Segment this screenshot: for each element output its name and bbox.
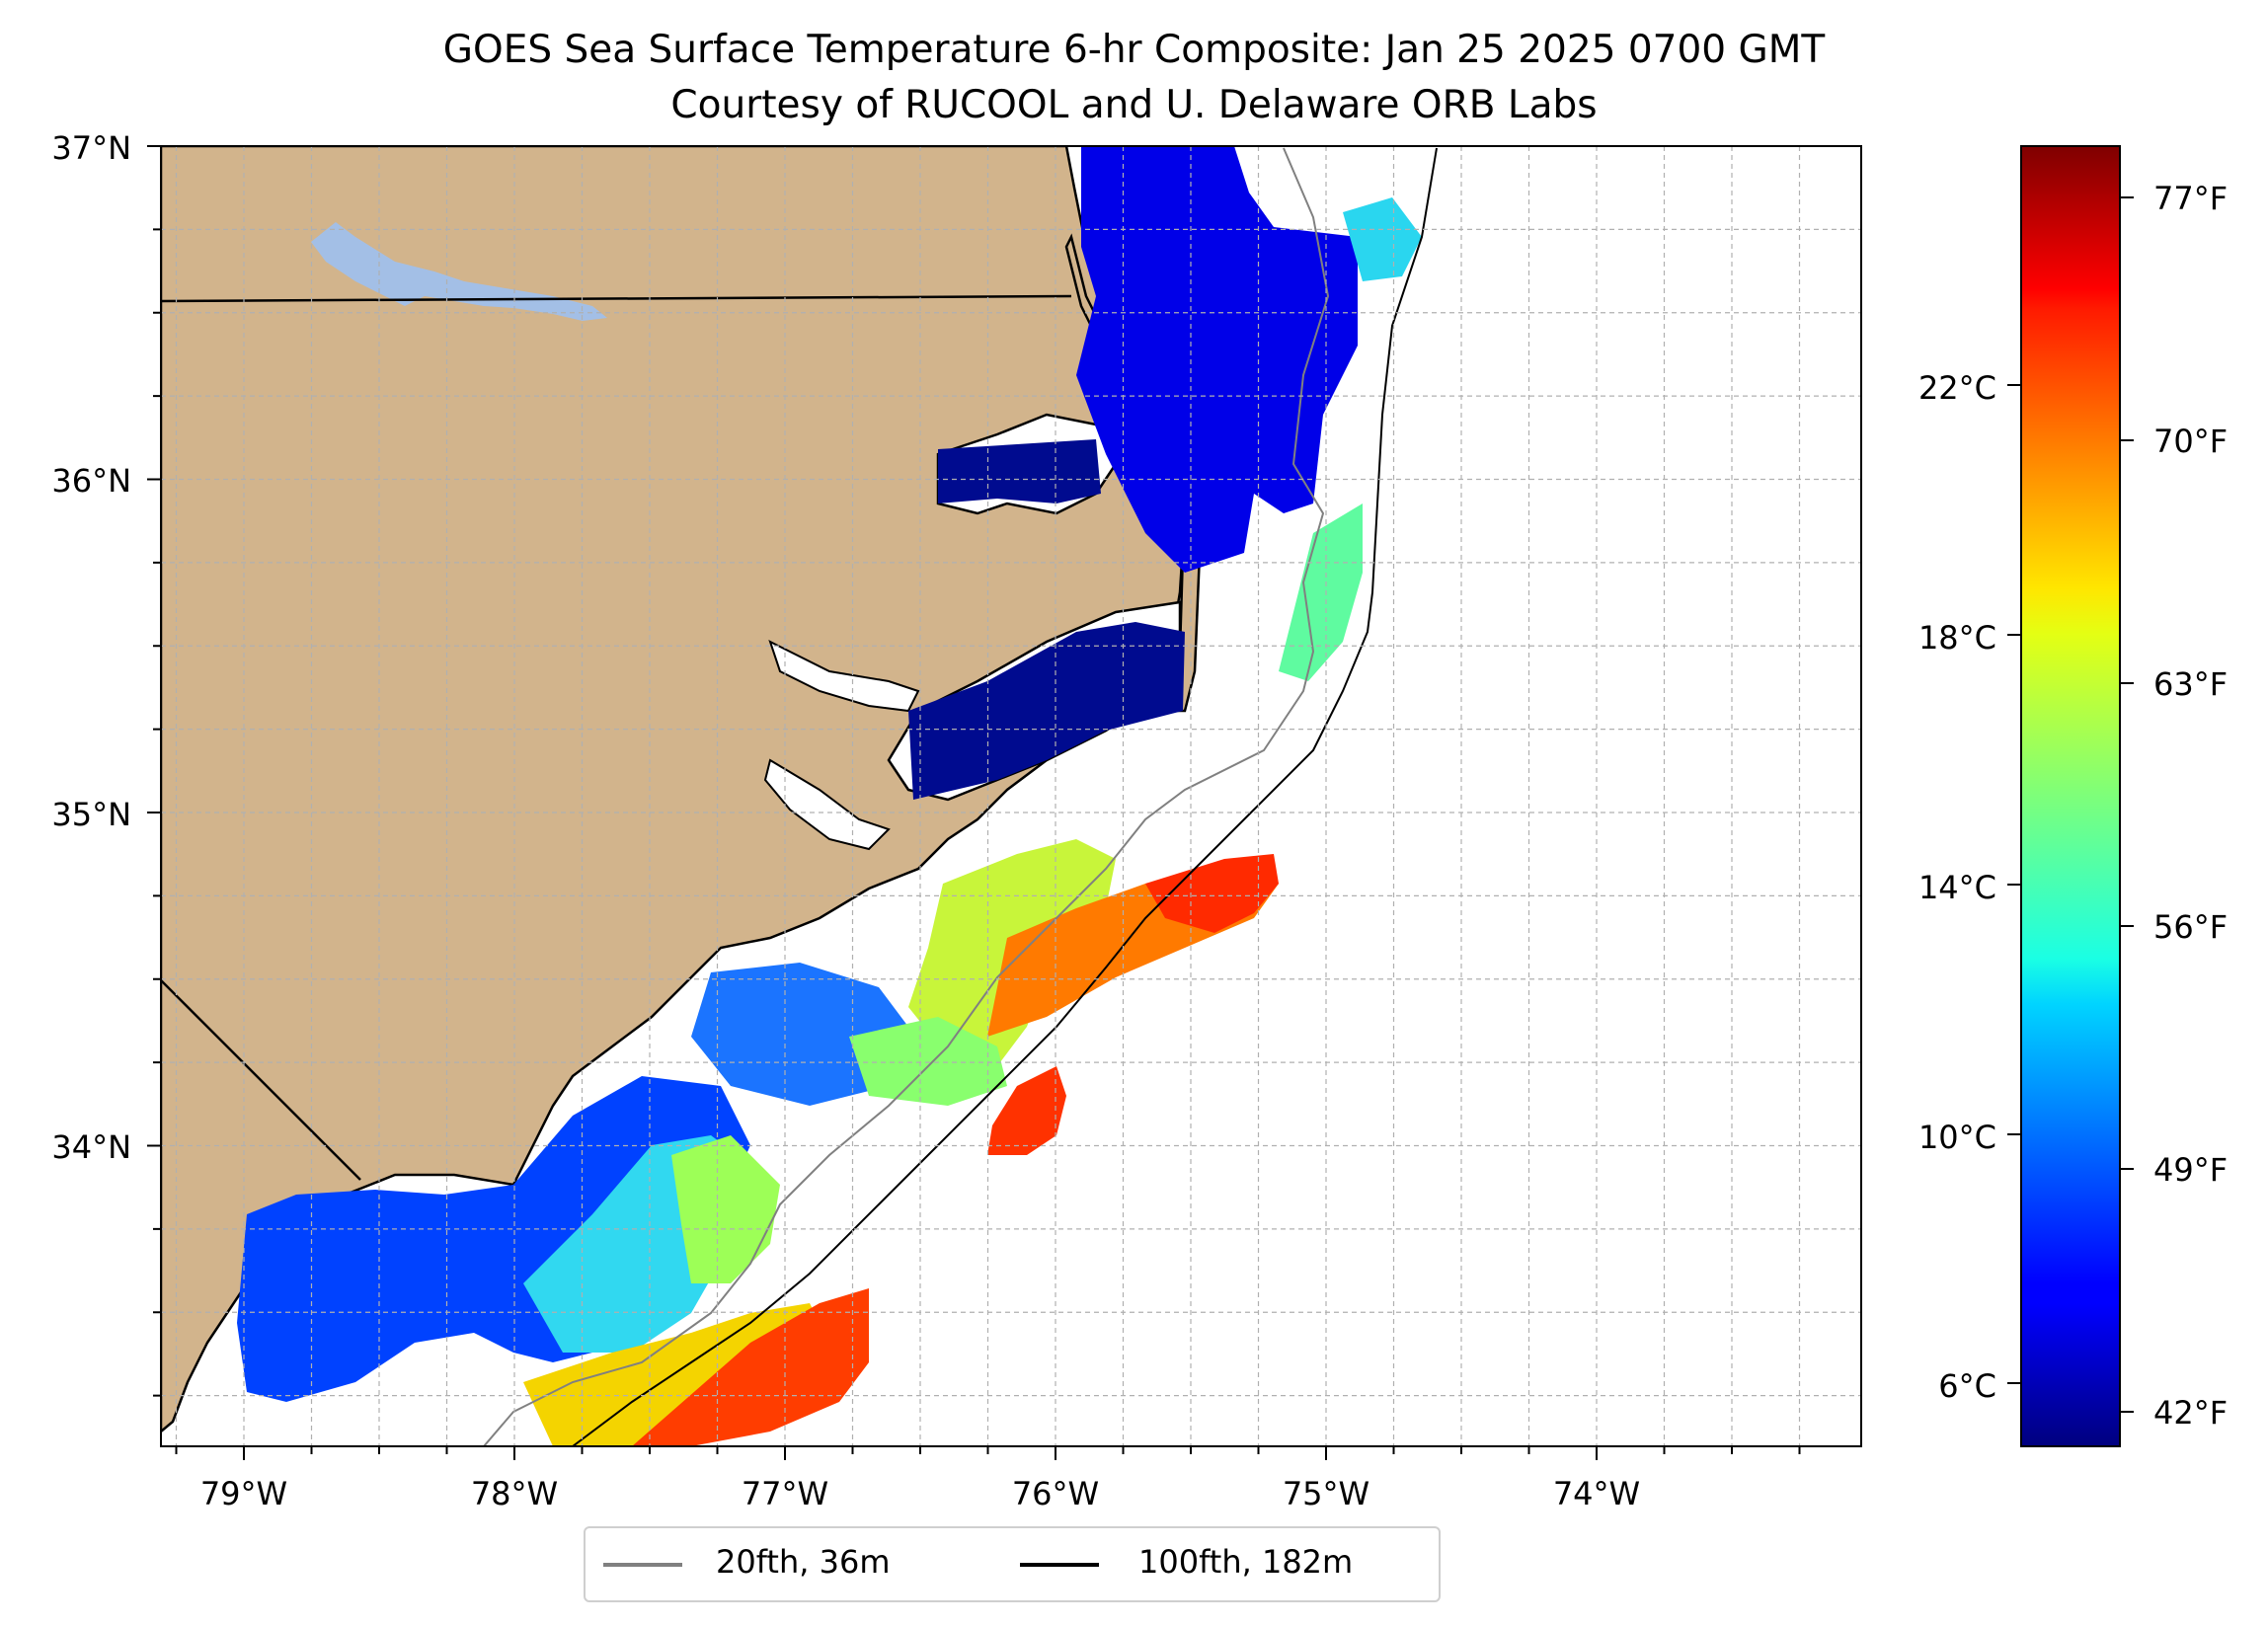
celsius-tick-10: 10°C: [1918, 1119, 1996, 1156]
fahrenheit-tick-77: 77°F: [2153, 180, 2228, 217]
legend-swatch-20fth: [603, 1563, 682, 1567]
legend-swatch-100fth: [1020, 1563, 1099, 1567]
colorbar-ticks: [2007, 196, 2134, 1413]
fahrenheit-tick-70: 70°F: [2153, 423, 2228, 460]
latitude-labels: 37°N 36°N 35°N 34°N: [51, 129, 131, 1166]
map-frame: [160, 145, 1862, 1447]
lon-label-74: 74°W: [1553, 1475, 1640, 1512]
va-nc-border: [161, 294, 1072, 303]
kerr-lake: [311, 222, 607, 321]
sst-patch-north-cyan: [1343, 197, 1422, 281]
isobath-legend: 20fth, 36m 100fth, 182m: [584, 1526, 1441, 1602]
lat-label-36: 36°N: [51, 462, 131, 500]
longitude-labels: 79°W 78°W 77°W 76°W 75°W 74°W: [200, 1475, 1640, 1512]
colorbar: 22°C 18°C 14°C 10°C 6°C 77°F 70°F 63°F 5…: [1918, 145, 2228, 1447]
axis-ticks: [147, 145, 1801, 1460]
lat-label-34: 34°N: [51, 1128, 131, 1166]
isobath-100fth-line: [572, 147, 1438, 1446]
lon-label-75: 75°W: [1283, 1475, 1369, 1512]
isobath-20fth-line: [483, 147, 1330, 1446]
legend-label-20fth: 20fth, 36m: [716, 1543, 891, 1581]
map-title: GOES Sea Surface Temperature 6-hr Compos…: [442, 28, 1826, 72]
legend-label-100fth: 100fth, 182m: [1138, 1543, 1354, 1581]
lat-label-37: 37°N: [51, 129, 131, 167]
colorbar-gradient: [2020, 145, 2121, 1447]
sst-patch-pamlico: [908, 622, 1185, 800]
celsius-labels: 22°C 18°C 14°C 10°C 6°C: [1918, 369, 1996, 1405]
sst-patch-onslow-blue: [691, 963, 908, 1106]
fahrenheit-tick-56: 56°F: [2153, 908, 2228, 946]
fahrenheit-tick-42: 42°F: [2153, 1394, 2228, 1432]
sst-patch-outer-green: [1279, 503, 1363, 681]
fahrenheit-tick-49: 49°F: [2153, 1151, 2228, 1189]
sst-patch-south-red: [632, 1288, 869, 1446]
lat-label-35: 35°N: [51, 796, 131, 833]
sst-patch-north-cold: [1076, 146, 1358, 573]
lon-label-77: 77°W: [742, 1475, 828, 1512]
sst-patch-south-yellow: [523, 1303, 829, 1446]
fahrenheit-tick-63: 63°F: [2153, 665, 2228, 703]
sst-patch-gulf-stream-red: [1145, 854, 1279, 933]
sst-patch-mid-red: [987, 1066, 1066, 1155]
pamlico-river: [763, 758, 891, 851]
fahrenheit-labels: 77°F 70°F 63°F 56°F 49°F 42°F: [2153, 180, 2228, 1432]
gridlines: [161, 146, 1861, 1446]
map-area: [161, 146, 1861, 1446]
lon-label-78: 78°W: [471, 1475, 558, 1512]
celsius-tick-14: 14°C: [1918, 869, 1996, 906]
celsius-tick-6: 6°C: [1938, 1367, 1996, 1405]
sst-patch-long-bay-green: [671, 1135, 780, 1283]
sst-patch-onslow-green: [849, 1017, 1007, 1106]
sst-patch-albemarle: [938, 439, 1101, 503]
lon-label-76: 76°W: [1012, 1475, 1099, 1512]
celsius-tick-22: 22°C: [1918, 369, 1996, 407]
celsius-tick-18: 18°C: [1918, 619, 1996, 657]
sst-data-layer: [237, 146, 1422, 1446]
map-subtitle: Courtesy of RUCOOL and U. Delaware ORB L…: [670, 83, 1598, 127]
nc-sc-border: [161, 979, 361, 1181]
lon-label-79: 79°W: [200, 1475, 287, 1512]
